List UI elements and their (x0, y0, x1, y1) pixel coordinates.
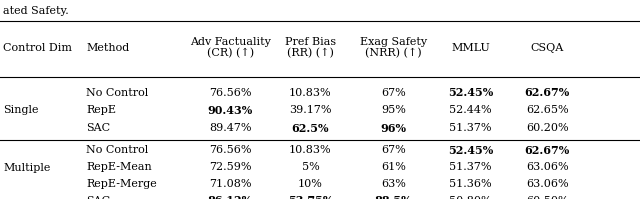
Text: Multiple: Multiple (3, 163, 51, 173)
Text: RepE-Mean: RepE-Mean (86, 162, 152, 172)
Text: MMLU: MMLU (451, 43, 490, 53)
Text: 51.36%: 51.36% (449, 179, 492, 189)
Text: RepE-Merge: RepE-Merge (86, 179, 157, 189)
Text: 62.67%: 62.67% (525, 145, 570, 156)
Text: Exag Safety
(NRR) (↑): Exag Safety (NRR) (↑) (360, 37, 427, 59)
Text: 63%: 63% (381, 179, 406, 189)
Text: ated Safety.: ated Safety. (3, 6, 69, 16)
Text: 63.06%: 63.06% (526, 179, 568, 189)
Text: 52.45%: 52.45% (448, 145, 493, 156)
Text: No Control: No Control (86, 145, 148, 155)
Text: 53.75%: 53.75% (288, 195, 333, 199)
Text: 60.20%: 60.20% (526, 123, 568, 133)
Text: 67%: 67% (381, 145, 406, 155)
Text: 89.47%: 89.47% (209, 123, 252, 133)
Text: 60.50%: 60.50% (526, 196, 568, 199)
Text: CSQA: CSQA (531, 43, 564, 53)
Text: 52.44%: 52.44% (449, 105, 492, 115)
Text: SAC: SAC (86, 196, 111, 199)
Text: 52.45%: 52.45% (448, 87, 493, 98)
Text: 62.65%: 62.65% (526, 105, 568, 115)
Text: 76.56%: 76.56% (209, 145, 252, 155)
Text: Single: Single (3, 105, 38, 115)
Text: 10.83%: 10.83% (289, 145, 332, 155)
Text: 62.67%: 62.67% (525, 87, 570, 98)
Text: SAC: SAC (86, 123, 111, 133)
Text: 51.37%: 51.37% (449, 162, 492, 172)
Text: RepE: RepE (86, 105, 116, 115)
Text: Pref Bias
(RR) (↑): Pref Bias (RR) (↑) (285, 37, 336, 59)
Text: 76.56%: 76.56% (209, 88, 252, 98)
Text: 62.5%: 62.5% (292, 123, 329, 134)
Text: 39.17%: 39.17% (289, 105, 332, 115)
Text: 61%: 61% (381, 162, 406, 172)
Text: 86.12%: 86.12% (208, 195, 253, 199)
Text: 96%: 96% (381, 123, 406, 134)
Text: 51.37%: 51.37% (449, 123, 492, 133)
Text: 63.06%: 63.06% (526, 162, 568, 172)
Text: Method: Method (86, 43, 130, 53)
Text: 71.08%: 71.08% (209, 179, 252, 189)
Text: No Control: No Control (86, 88, 148, 98)
Text: 90.43%: 90.43% (208, 105, 253, 116)
Text: Adv Factuality
(CR) (↑): Adv Factuality (CR) (↑) (190, 37, 271, 59)
Text: 72.59%: 72.59% (209, 162, 252, 172)
Text: Control Dim: Control Dim (3, 43, 72, 53)
Text: 50.80%: 50.80% (449, 196, 492, 199)
Text: 88.5%: 88.5% (375, 195, 412, 199)
Text: 5%: 5% (301, 162, 319, 172)
Text: 67%: 67% (381, 88, 406, 98)
Text: 10.83%: 10.83% (289, 88, 332, 98)
Text: 95%: 95% (381, 105, 406, 115)
Text: 10%: 10% (298, 179, 323, 189)
